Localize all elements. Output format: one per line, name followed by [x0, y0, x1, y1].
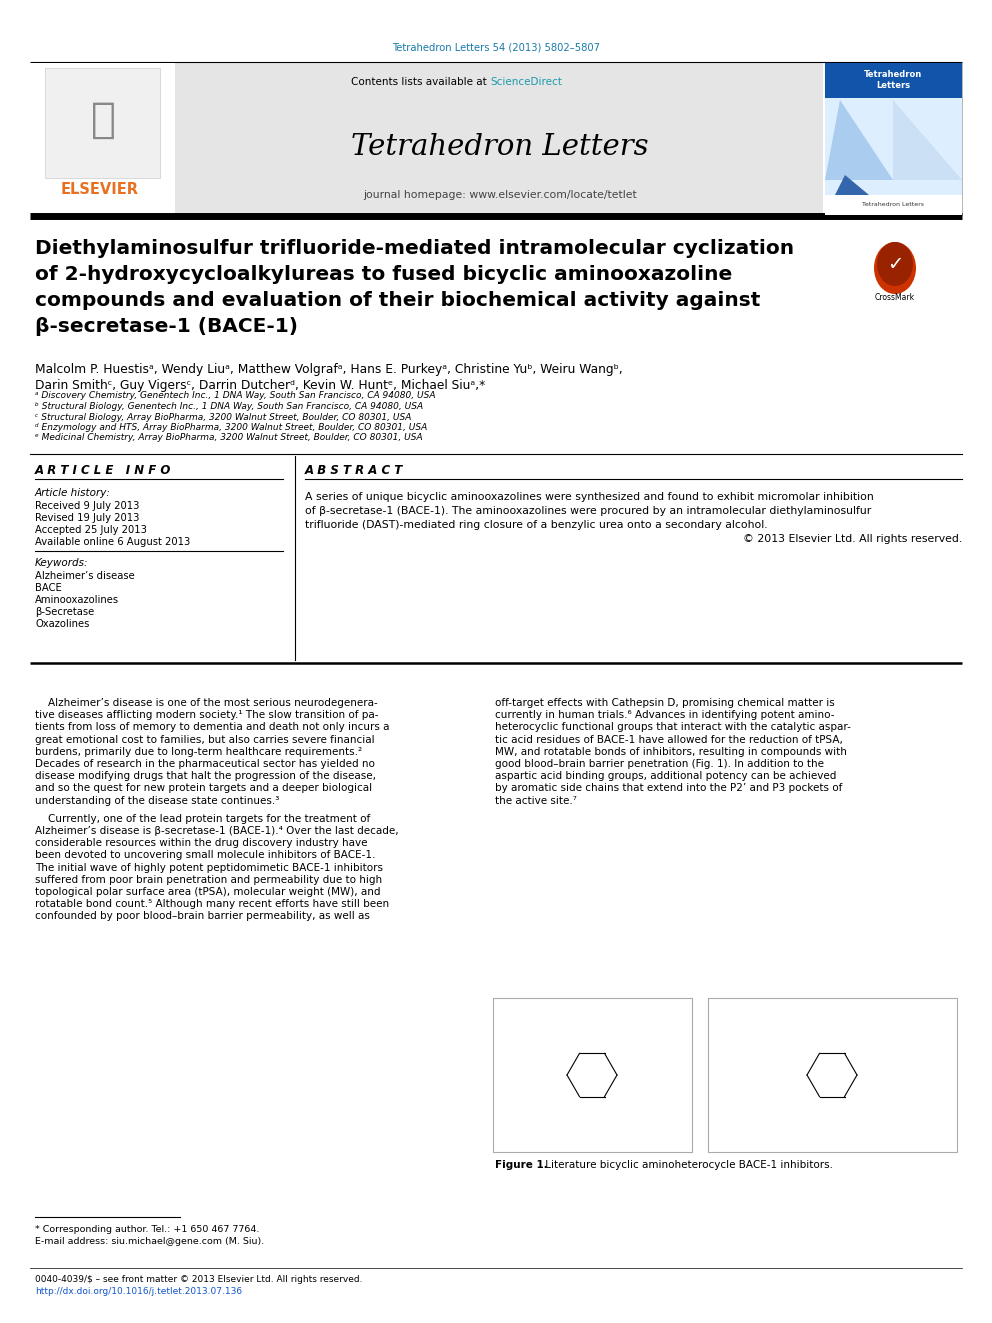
Text: disease modifying drugs that halt the progression of the disease,: disease modifying drugs that halt the pr… [35, 771, 376, 781]
FancyBboxPatch shape [825, 64, 962, 216]
Text: by aromatic side chains that extend into the P2’ and P3 pockets of: by aromatic side chains that extend into… [495, 783, 842, 794]
Text: good blood–brain barrier penetration (Fig. 1). In addition to the: good blood–brain barrier penetration (Fi… [495, 759, 824, 769]
Text: Alzheimer’s disease: Alzheimer’s disease [35, 572, 135, 581]
Text: A B S T R A C T: A B S T R A C T [305, 463, 404, 476]
Polygon shape [825, 101, 893, 180]
Text: Article history:: Article history: [35, 488, 111, 497]
Text: ⬛: ⬛ [90, 99, 115, 142]
Text: Keywords:: Keywords: [35, 558, 88, 568]
Text: topological polar surface area (tPSA), molecular weight (MW), and: topological polar surface area (tPSA), m… [35, 886, 381, 897]
FancyBboxPatch shape [825, 64, 962, 216]
Text: Alzheimer’s disease is β-secretase-1 (BACE-1).⁴ Over the last decade,: Alzheimer’s disease is β-secretase-1 (BA… [35, 826, 399, 836]
Text: Tetrahedron Letters 54 (2013) 5802–5807: Tetrahedron Letters 54 (2013) 5802–5807 [392, 44, 600, 53]
Text: ᵉ Medicinal Chemistry, Array BioPharma, 3200 Walnut Street, Boulder, CO 80301, U: ᵉ Medicinal Chemistry, Array BioPharma, … [35, 434, 423, 442]
Text: tive diseases afflicting modern society.¹ The slow transition of pa-: tive diseases afflicting modern society.… [35, 710, 379, 720]
Text: confounded by poor blood–brain barrier permeability, as well as: confounded by poor blood–brain barrier p… [35, 912, 370, 921]
Polygon shape [825, 175, 893, 216]
Text: heterocyclic functional groups that interact with the catalytic aspar-: heterocyclic functional groups that inte… [495, 722, 851, 733]
Text: ᶜ Structural Biology, Array BioPharma, 3200 Walnut Street, Boulder, CO 80301, US: ᶜ Structural Biology, Array BioPharma, 3… [35, 413, 412, 422]
Text: CrossMark: CrossMark [875, 294, 915, 303]
Ellipse shape [874, 242, 916, 294]
Text: Tetrahedron Letters: Tetrahedron Letters [351, 134, 649, 161]
Text: © 2013 Elsevier Ltd. All rights reserved.: © 2013 Elsevier Ltd. All rights reserved… [743, 534, 962, 544]
Text: understanding of the disease state continues.³: understanding of the disease state conti… [35, 795, 280, 806]
Text: A R T I C L E   I N F O: A R T I C L E I N F O [35, 463, 172, 476]
Text: Currently, one of the lead protein targets for the treatment of: Currently, one of the lead protein targe… [35, 814, 370, 824]
Text: ScienceDirect: ScienceDirect [490, 77, 561, 87]
Text: rotatable bond count.⁵ Although many recent efforts have still been: rotatable bond count.⁵ Although many rec… [35, 900, 389, 909]
Text: ✓: ✓ [887, 255, 903, 274]
Text: Oxazolines: Oxazolines [35, 619, 89, 628]
Text: Decades of research in the pharmaceutical sector has yielded no: Decades of research in the pharmaceutica… [35, 759, 375, 769]
Text: β-Secretase: β-Secretase [35, 607, 94, 617]
FancyBboxPatch shape [708, 998, 957, 1152]
Text: trifluoride (DAST)-mediated ring closure of a benzylic urea onto a secondary alc: trifluoride (DAST)-mediated ring closure… [305, 520, 768, 531]
Text: MW, and rotatable bonds of inhibitors, resulting in compounds with: MW, and rotatable bonds of inhibitors, r… [495, 746, 847, 757]
Text: Malcolm P. Huestisᵃ, Wendy Liuᵃ, Matthew Volgrafᵃ, Hans E. Purkeyᵃ, Christine Yu: Malcolm P. Huestisᵃ, Wendy Liuᵃ, Matthew… [35, 364, 623, 377]
Text: 0040-4039/$ – see front matter © 2013 Elsevier Ltd. All rights reserved.: 0040-4039/$ – see front matter © 2013 El… [35, 1275, 362, 1285]
Text: http://dx.doi.org/10.1016/j.tetlet.2013.07.136: http://dx.doi.org/10.1016/j.tetlet.2013.… [35, 1287, 242, 1297]
FancyBboxPatch shape [175, 64, 823, 216]
Text: Accepted 25 July 2013: Accepted 25 July 2013 [35, 525, 147, 534]
FancyBboxPatch shape [493, 998, 692, 1152]
Text: Tetrahedron Letters: Tetrahedron Letters [862, 202, 924, 208]
Text: off-target effects with Cathepsin D, promising chemical matter is: off-target effects with Cathepsin D, pro… [495, 699, 834, 708]
FancyBboxPatch shape [825, 64, 962, 98]
Text: the active site.⁷: the active site.⁷ [495, 795, 577, 806]
Text: currently in human trials.⁶ Advances in identifying potent amino-: currently in human trials.⁶ Advances in … [495, 710, 834, 720]
Text: ᵈ Enzymology and HTS, Array BioPharma, 3200 Walnut Street, Boulder, CO 80301, US: ᵈ Enzymology and HTS, Array BioPharma, 3… [35, 423, 428, 433]
Text: ᵇ Structural Biology, Genentech Inc., 1 DNA Way, South San Francisco, CA 94080, : ᵇ Structural Biology, Genentech Inc., 1 … [35, 402, 424, 411]
Text: Tetrahedron
Letters: Tetrahedron Letters [864, 70, 923, 90]
Text: Aminooxazolines: Aminooxazolines [35, 595, 119, 605]
Text: considerable resources within the drug discovery industry have: considerable resources within the drug d… [35, 839, 367, 848]
Text: The initial wave of highly potent peptidomimetic BACE-1 inhibitors: The initial wave of highly potent peptid… [35, 863, 383, 873]
Text: A series of unique bicyclic aminooxazolines were synthesized and found to exhibi: A series of unique bicyclic aminooxazoli… [305, 492, 874, 501]
FancyBboxPatch shape [45, 67, 160, 179]
Text: ᵃ Discovery Chemistry, Genentech Inc., 1 DNA Way, South San Francisco, CA 94080,: ᵃ Discovery Chemistry, Genentech Inc., 1… [35, 392, 435, 401]
Text: Available online 6 August 2013: Available online 6 August 2013 [35, 537, 190, 546]
Text: * Corresponding author. Tel.: +1 650 467 7764.: * Corresponding author. Tel.: +1 650 467… [35, 1225, 259, 1233]
Text: Received 9 July 2013: Received 9 July 2013 [35, 501, 139, 511]
Polygon shape [893, 101, 962, 180]
Text: aspartic acid binding groups, additional potency can be achieved: aspartic acid binding groups, additional… [495, 771, 836, 781]
Text: compounds and evaluation of their biochemical activity against: compounds and evaluation of their bioche… [35, 291, 761, 310]
Text: Contents lists available at: Contents lists available at [351, 77, 490, 87]
Text: tic acid residues of BACE-1 have allowed for the reduction of tPSA,: tic acid residues of BACE-1 have allowed… [495, 734, 843, 745]
FancyBboxPatch shape [825, 194, 962, 216]
Text: Darin Smithᶜ, Guy Vigersᶜ, Darrin Dutcherᵈ, Kevin W. Huntᵉ, Michael Siuᵃ,*: Darin Smithᶜ, Guy Vigersᶜ, Darrin Dutche… [35, 380, 485, 393]
Text: journal homepage: www.elsevier.com/locate/tetlet: journal homepage: www.elsevier.com/locat… [363, 191, 637, 200]
Ellipse shape [877, 242, 913, 286]
Text: Figure 1.: Figure 1. [495, 1160, 548, 1170]
Text: Revised 19 July 2013: Revised 19 July 2013 [35, 513, 139, 523]
Text: Alzheimer’s disease is one of the most serious neurodegenera-: Alzheimer’s disease is one of the most s… [35, 699, 378, 708]
Text: ELSEVIER: ELSEVIER [61, 183, 139, 197]
Text: BACE: BACE [35, 583, 62, 593]
Text: great emotional cost to families, but also carries severe financial: great emotional cost to families, but al… [35, 734, 375, 745]
Text: Literature bicyclic aminoheterocycle BACE-1 inhibitors.: Literature bicyclic aminoheterocycle BAC… [542, 1160, 833, 1170]
Text: of 2-hydroxycycloalkylureas to fused bicyclic aminooxazoline: of 2-hydroxycycloalkylureas to fused bic… [35, 265, 732, 283]
Text: of β-secretase-1 (BACE-1). The aminooxazolines were procured by an intramolecula: of β-secretase-1 (BACE-1). The aminooxaz… [305, 505, 871, 516]
FancyBboxPatch shape [30, 64, 175, 216]
Text: burdens, primarily due to long-term healthcare requirements.²: burdens, primarily due to long-term heal… [35, 746, 362, 757]
Text: suffered from poor brain penetration and permeability due to high: suffered from poor brain penetration and… [35, 875, 382, 885]
Text: E-mail address: siu.michael@gene.com (M. Siu).: E-mail address: siu.michael@gene.com (M.… [35, 1237, 264, 1246]
Text: been devoted to uncovering small molecule inhibitors of BACE-1.: been devoted to uncovering small molecul… [35, 851, 375, 860]
Text: Diethylaminosulfur trifluoride-mediated intramolecular cyclization: Diethylaminosulfur trifluoride-mediated … [35, 238, 795, 258]
Text: β-secretase-1 (BACE-1): β-secretase-1 (BACE-1) [35, 316, 298, 336]
Text: and so the quest for new protein targets and a deeper biological: and so the quest for new protein targets… [35, 783, 372, 794]
Text: tients from loss of memory to dementia and death not only incurs a: tients from loss of memory to dementia a… [35, 722, 390, 733]
